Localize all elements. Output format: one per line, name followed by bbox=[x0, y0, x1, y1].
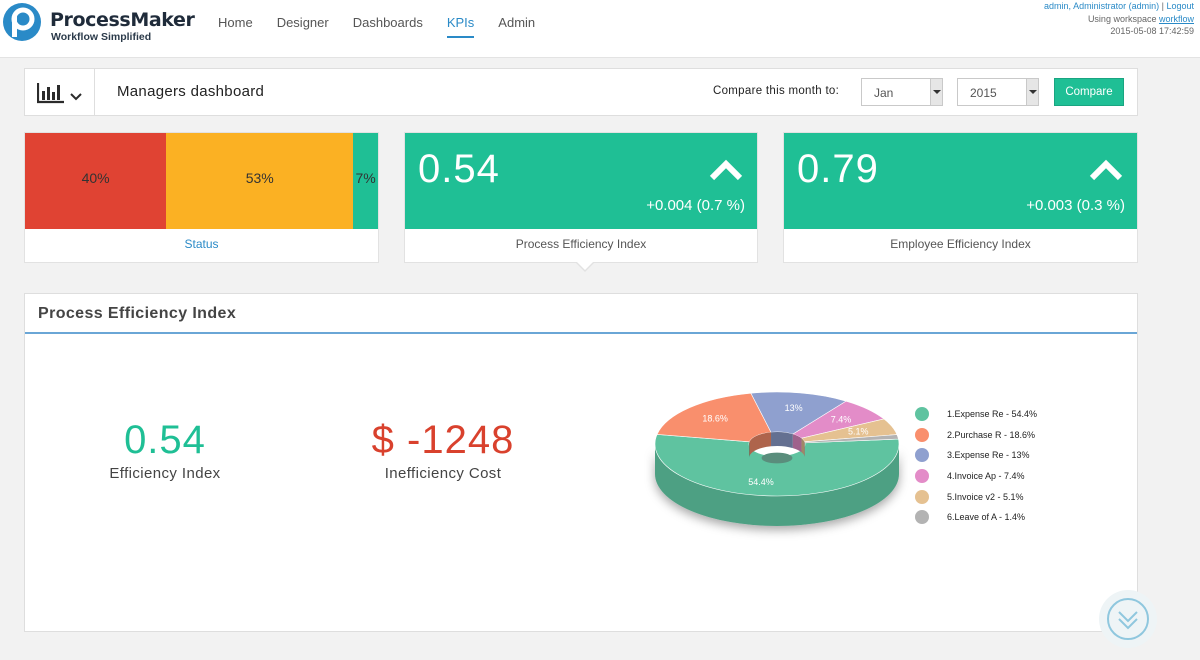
bar-chart-icon bbox=[37, 83, 64, 104]
inefficiency-cost-value: $ -1248 bbox=[371, 418, 515, 462]
year-select[interactable]: 2015 bbox=[957, 78, 1039, 106]
status-card-label: Status bbox=[184, 237, 219, 251]
workspace-link[interactable]: workflow bbox=[1158, 13, 1194, 24]
efficiency-metric: 0.54 Efficiency Index bbox=[85, 418, 245, 482]
legend-swatch bbox=[915, 469, 929, 484]
chevron-down-icon bbox=[70, 93, 82, 101]
month-select[interactable]: Jan bbox=[861, 78, 943, 106]
legend-label: 6.Leave of A - 1.4% bbox=[947, 512, 1026, 523]
processmaker-logo-icon[interactable] bbox=[2, 2, 42, 42]
pie-slice-label: 54.4% bbox=[748, 477, 774, 487]
scroll-down-button[interactable] bbox=[1099, 590, 1157, 648]
legend-item[interactable]: 4.Invoice Ap - 7.4% bbox=[915, 466, 1037, 487]
dashboard-menu-button[interactable] bbox=[25, 69, 95, 115]
legend-item[interactable]: 2.Purchase R - 18.6% bbox=[915, 425, 1037, 446]
legend-item[interactable]: 3.Expense Re - 13% bbox=[915, 445, 1037, 466]
brand-name: ProcessMaker bbox=[50, 9, 195, 31]
legend-swatch bbox=[915, 407, 929, 422]
nav-kpis[interactable]: KPIs bbox=[446, 15, 498, 38]
legend-label: 4.Invoice Ap - 7.4% bbox=[947, 471, 1025, 482]
legend-label: 2.Purchase R - 18.6% bbox=[947, 429, 1036, 440]
workspace-prefix: Using workspace bbox=[1087, 13, 1157, 24]
year-select-value: 2015 bbox=[970, 86, 997, 100]
legend-item[interactable]: 5.Invoice v2 - 5.1% bbox=[915, 486, 1037, 507]
pie-hole bbox=[761, 452, 793, 464]
status-segment-yellow: 53% bbox=[166, 133, 354, 229]
pie-slice-label: 7.4% bbox=[831, 414, 852, 424]
pie-hole-wall bbox=[801, 438, 805, 456]
efficiency-label: Efficiency Index bbox=[109, 465, 221, 482]
legend-swatch bbox=[915, 489, 929, 504]
legend-label: 1.Expense Re - 54.4% bbox=[947, 409, 1038, 420]
pie-slice-wall bbox=[655, 444, 899, 526]
kpi-delta: +0.003 (0.3 %) bbox=[1026, 197, 1125, 214]
kpi-card-process-efficiency[interactable]: 0.54 +0.004 (0.7 %) Process Efficiency I… bbox=[404, 132, 758, 272]
chevron-up-icon bbox=[1089, 159, 1123, 181]
logout-link[interactable]: Logout bbox=[1166, 1, 1194, 11]
kpi-delta: +0.004 (0.7 %) bbox=[646, 197, 745, 214]
compare-button[interactable]: Compare bbox=[1054, 78, 1124, 106]
nav-home[interactable]: Home bbox=[218, 15, 253, 30]
user-separator: | bbox=[1161, 1, 1164, 11]
compare-label: Compare this month to: bbox=[713, 85, 840, 97]
legend-item[interactable]: 1.Expense Re - 54.4% bbox=[915, 404, 1037, 425]
legend-item[interactable]: 6.Leave of A - 1.4% bbox=[915, 507, 1037, 528]
kpi-card-employee-efficiency[interactable]: 0.79 +0.003 (0.3 %) Employee Efficiency … bbox=[783, 132, 1138, 263]
year-select-arrow-icon bbox=[1026, 79, 1038, 105]
status-card[interactable]: 40% 53% 7% Status bbox=[24, 132, 379, 263]
status-bar: 40% 53% 7% bbox=[25, 133, 378, 229]
kpi-value: 0.79 bbox=[797, 147, 879, 191]
month-select-value: Jan bbox=[874, 86, 894, 100]
pie-slice-label: 18.6% bbox=[702, 413, 728, 423]
kpi-card-top: 0.54 +0.004 (0.7 %) bbox=[405, 133, 757, 229]
status-segment-red: 40% bbox=[25, 133, 167, 229]
pie-slice-label: 5.1% bbox=[848, 427, 869, 437]
user-name-link[interactable]: admin, Administrator (admin) bbox=[1044, 1, 1160, 11]
chevron-up-icon bbox=[709, 159, 743, 181]
nav-designer[interactable]: Designer bbox=[276, 15, 329, 30]
nav-admin[interactable]: Admin bbox=[498, 15, 536, 30]
kpi-card-label: Employee Efficiency Index bbox=[890, 237, 1031, 251]
legend-label: 5.Invoice v2 - 5.1% bbox=[947, 491, 1024, 502]
legend-swatch bbox=[915, 510, 929, 525]
user-info: admin, Administrator (admin) | Logout Us… bbox=[1044, 0, 1194, 38]
nav-dashboards[interactable]: Dashboards bbox=[352, 15, 423, 30]
legend-label: 3.Expense Re - 13% bbox=[947, 450, 1030, 461]
pie-chart: 54.4% 18.6% 13% 7.4% 5.1% bbox=[654, 391, 900, 526]
efficiency-value: 0.54 bbox=[124, 418, 206, 462]
cost-metric: $ -1248 Inefficiency Cost bbox=[343, 418, 543, 482]
datetime: 2015-05-08 17:42:59 bbox=[1110, 26, 1194, 36]
dashboard-header: Managers dashboard Compare this month to… bbox=[24, 68, 1138, 116]
panel-title: Process Efficiency Index bbox=[38, 305, 237, 322]
legend-swatch bbox=[915, 448, 929, 463]
pie-hole-wall bbox=[771, 432, 793, 449]
inefficiency-cost-label: Inefficiency Cost bbox=[384, 465, 502, 482]
bottom-strip bbox=[0, 652, 1200, 660]
month-select-arrow-icon bbox=[930, 79, 942, 105]
selected-card-pointer bbox=[575, 261, 595, 272]
brand-tagline: Workflow Simplified bbox=[51, 31, 152, 43]
main-nav: Home Designer Dashboards KPIs Admin bbox=[218, 15, 559, 38]
kpi-card-top: 0.79 +0.003 (0.3 %) bbox=[784, 133, 1137, 229]
pie-slice-label: 13% bbox=[785, 403, 803, 413]
legend-swatch bbox=[915, 427, 929, 442]
dashboard-title: Managers dashboard bbox=[117, 83, 265, 100]
top-bar: ProcessMaker Workflow Simplified Home De… bbox=[0, 0, 1200, 58]
kpi-card-label: Process Efficiency Index bbox=[515, 237, 647, 251]
status-segment-green: 7% bbox=[353, 133, 378, 229]
chart-legend: 1.Expense Re - 54.4% 2.Purchase R - 18.6%… bbox=[915, 404, 1037, 528]
process-efficiency-panel: Process Efficiency Index 0.54 Efficiency… bbox=[24, 293, 1138, 632]
double-chevron-down-icon bbox=[1107, 598, 1149, 640]
pie-hole-wall bbox=[749, 432, 772, 456]
pie-hole-wall bbox=[792, 434, 802, 453]
kpi-value: 0.54 bbox=[418, 147, 500, 191]
panel-header: Process Efficiency Index bbox=[25, 294, 1137, 334]
